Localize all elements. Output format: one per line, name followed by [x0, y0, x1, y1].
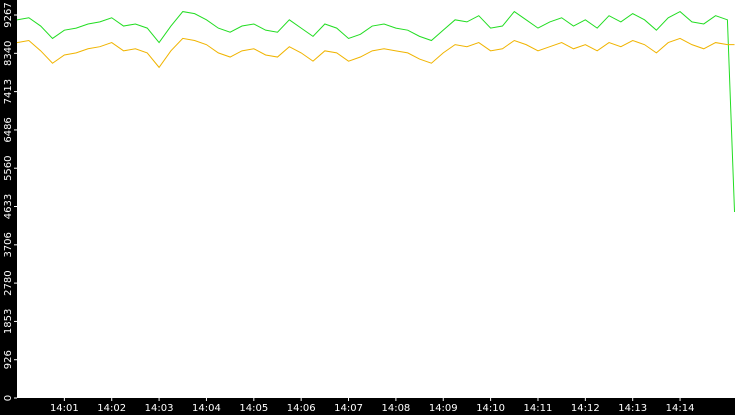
x-tick-label: 14:09	[429, 403, 458, 414]
y-tick-label: 5560	[3, 155, 14, 180]
y-tick-label: 3706	[3, 232, 14, 257]
x-tick-label: 14:03	[145, 403, 174, 414]
series-line	[16, 37, 735, 69]
x-tick-label: 14:08	[381, 403, 410, 414]
x-tick-label: 14:11	[524, 403, 553, 414]
x-tick-label: 14:12	[571, 403, 600, 414]
x-tick-label: 14:14	[666, 403, 695, 414]
y-tick-label: 7413	[3, 79, 14, 104]
y-tick-label: 2780	[3, 270, 14, 295]
x-tick-label: 14:05	[239, 403, 268, 414]
x-tick-label: 14:07	[334, 403, 363, 414]
x-tick-label: 14:02	[97, 403, 126, 414]
x-tick-label: 14:06	[287, 403, 316, 414]
x-tick-label: 14:04	[192, 403, 221, 414]
series-line	[16, 10, 735, 213]
y-tick-label: 9267	[3, 2, 14, 27]
y-tick-label: 1853	[3, 309, 14, 334]
y-tick-label: 0	[3, 395, 14, 401]
x-tick-label: 14:10	[476, 403, 505, 414]
x-tick-label: 14:13	[618, 403, 647, 414]
x-tick-label: 14:01	[50, 403, 79, 414]
y-tick-label: 926	[3, 350, 14, 369]
y-tick-label: 8340	[3, 41, 14, 66]
y-tick-label: 4633	[3, 194, 14, 219]
y-tick-label: 6486	[3, 117, 14, 142]
plot-area	[17, 0, 735, 398]
